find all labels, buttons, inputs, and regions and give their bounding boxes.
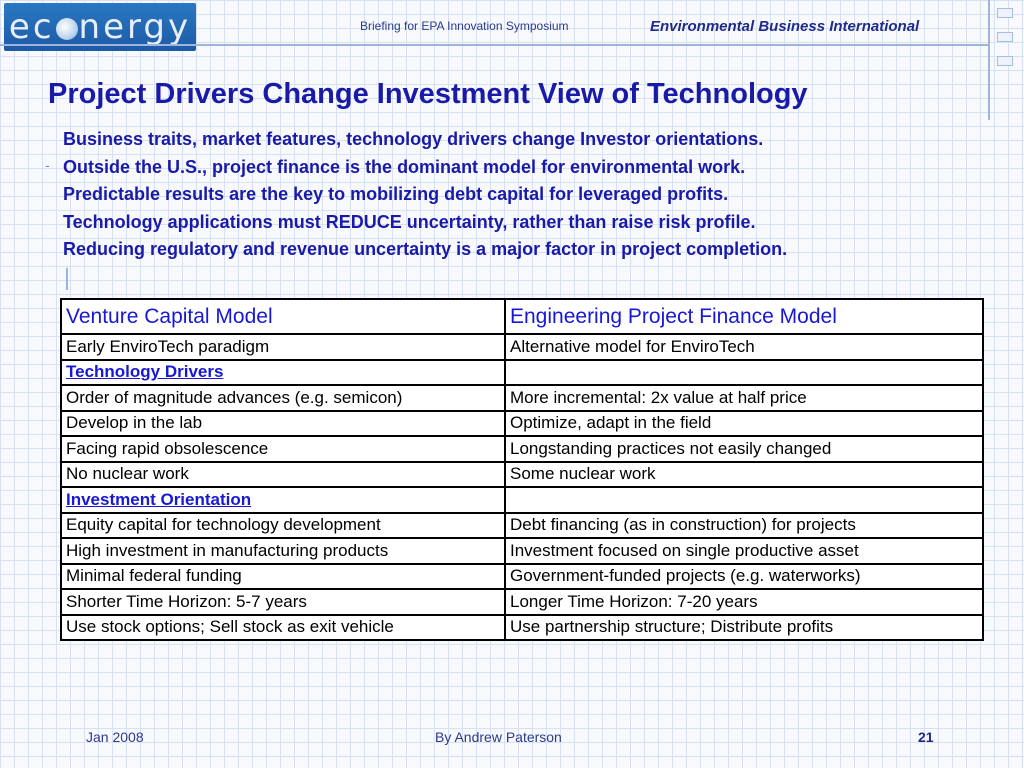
header-divider — [0, 44, 988, 46]
logo-orb-icon — [55, 17, 78, 40]
footer-date: Jan 2008 — [86, 729, 144, 745]
table-cell — [504, 358, 984, 386]
table-section-row: Technology Drivers — [60, 358, 984, 386]
table-cell: Use partnership structure; Distribute pr… — [504, 613, 984, 641]
table-section-row: Investment Orientation — [60, 486, 984, 514]
slide-title: Project Drivers Change Investment View o… — [48, 78, 808, 110]
table-cell: Use stock options; Sell stock as exit ve… — [60, 613, 506, 641]
decorative-side-marks — [997, 8, 1013, 80]
right-vertical-divider — [988, 0, 990, 120]
bullet-item: Reducing regulatory and revenue uncertai… — [63, 239, 788, 259]
table-cell: Minimal federal funding — [60, 562, 506, 590]
table-cell: Order of magnitude advances (e.g. semico… — [60, 384, 506, 412]
side-dash-mark: - — [45, 157, 50, 173]
table-cell: Investment focused on single productive … — [504, 537, 984, 565]
table-cell: Early EnviroTech paradigm — [60, 333, 506, 361]
table-cell: Shorter Time Horizon: 5-7 years — [60, 588, 506, 616]
table-cell: Debt financing (as in construction) for … — [504, 511, 984, 539]
bullet-item: Predictable results are the key to mobil… — [63, 184, 729, 204]
table-cell: Government-funded projects (e.g. waterwo… — [504, 562, 984, 590]
table-cell: Optimize, adapt in the field — [504, 409, 984, 437]
side-mark — [997, 56, 1013, 66]
bullet-item: Technology applications must REDUCE unce… — [63, 211, 756, 232]
side-mark — [997, 8, 1013, 18]
footer-author: By Andrew Paterson — [435, 729, 562, 745]
table-row: Facing rapid obsolescence Longstanding p… — [60, 435, 984, 463]
table-row: No nuclear work Some nuclear work — [60, 460, 984, 488]
table-row: Early EnviroTech paradigm Alternative mo… — [60, 333, 984, 361]
table-cell — [504, 486, 984, 514]
tick-mark — [66, 268, 68, 290]
section-technology-drivers: Technology Drivers — [60, 358, 506, 386]
table-cell: More incremental: 2x value at half price — [504, 384, 984, 412]
table-cell: Develop in the lab — [60, 409, 506, 437]
table-cell: No nuclear work — [60, 460, 506, 488]
logo-text-end: nergy — [78, 7, 192, 47]
table-row: Equity capital for technology developmen… — [60, 511, 984, 539]
side-mark — [997, 32, 1013, 42]
table-cell: Longer Time Horizon: 7-20 years — [504, 588, 984, 616]
header-project-finance: Engineering Project Finance Model — [504, 298, 984, 335]
table-cell: Facing rapid obsolescence — [60, 435, 506, 463]
logo-text-start: ec — [8, 7, 55, 47]
table-header-row: Venture Capital Model Engineering Projec… — [60, 298, 984, 335]
table-row: High investment in manufacturing product… — [60, 537, 984, 565]
bullet-item: Outside the U.S., project finance is the… — [63, 156, 746, 177]
table-cell: Equity capital for technology developmen… — [60, 511, 506, 539]
table-cell: Alternative model for EnviroTech — [504, 333, 984, 361]
table-row: Develop in the lab Optimize, adapt in th… — [60, 409, 984, 437]
page-number: 21 — [918, 729, 934, 745]
econergy-logo: ec nergy — [4, 3, 196, 51]
briefing-label: Briefing for EPA Innovation Symposium — [360, 19, 569, 33]
table-cell: High investment in manufacturing product… — [60, 537, 506, 565]
section-investment-orientation: Investment Orientation — [60, 486, 506, 514]
comparison-table: Venture Capital Model Engineering Projec… — [60, 298, 984, 641]
header-venture-capital: Venture Capital Model — [60, 298, 506, 335]
bullet-item: Business traits, market features, techno… — [63, 129, 764, 149]
table-row: Minimal federal funding Government-funde… — [60, 562, 984, 590]
table-cell: Longstanding practices not easily change… — [504, 435, 984, 463]
organization-name: Environmental Business International — [650, 18, 920, 35]
table-row: Order of magnitude advances (e.g. semico… — [60, 384, 984, 412]
table-cell: Some nuclear work — [504, 460, 984, 488]
table-row: Shorter Time Horizon: 5-7 years Longer T… — [60, 588, 984, 616]
logo-text: ec nergy — [9, 7, 191, 47]
table-row: Use stock options; Sell stock as exit ve… — [60, 613, 984, 641]
bullet-list: Business traits, market features, techno… — [63, 126, 1003, 264]
